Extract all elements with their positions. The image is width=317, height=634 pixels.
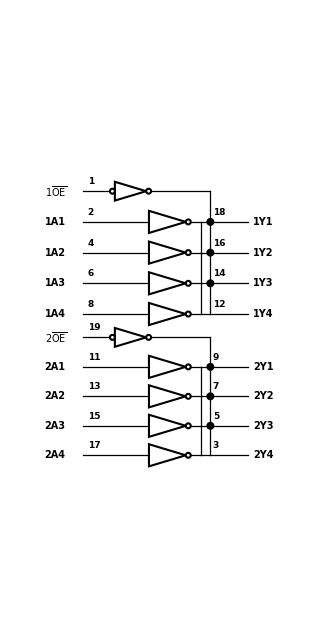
Text: 18: 18: [213, 208, 225, 217]
Text: 6: 6: [87, 269, 94, 278]
Text: 1: 1: [87, 178, 94, 186]
Text: 15: 15: [87, 412, 100, 421]
Circle shape: [110, 189, 115, 193]
Circle shape: [207, 364, 213, 370]
Text: 5: 5: [213, 412, 219, 421]
Circle shape: [207, 423, 213, 429]
Text: 4: 4: [87, 238, 94, 248]
Text: 2Y1: 2Y1: [253, 362, 274, 372]
Text: 2Y2: 2Y2: [253, 391, 274, 401]
Circle shape: [207, 393, 213, 399]
Text: 2Y3: 2Y3: [253, 421, 274, 431]
Text: 7: 7: [213, 382, 219, 391]
Text: 3: 3: [213, 441, 219, 450]
Text: 2A1: 2A1: [44, 362, 66, 372]
Circle shape: [186, 219, 191, 224]
Text: 1Y3: 1Y3: [253, 278, 274, 288]
Circle shape: [146, 189, 151, 193]
Text: $1\overline{\mathrm{OE}}$: $1\overline{\mathrm{OE}}$: [44, 184, 67, 198]
Text: 2A2: 2A2: [44, 391, 66, 401]
Text: 2Y4: 2Y4: [253, 450, 274, 460]
Circle shape: [207, 280, 213, 287]
Text: 1A3: 1A3: [44, 278, 66, 288]
Circle shape: [186, 365, 191, 370]
Text: 2A4: 2A4: [44, 450, 66, 460]
Text: 2: 2: [87, 208, 94, 217]
Text: 16: 16: [213, 238, 225, 248]
Circle shape: [186, 311, 191, 316]
Text: 8: 8: [87, 300, 94, 309]
Text: 1A1: 1A1: [44, 217, 66, 227]
Circle shape: [186, 250, 191, 255]
Text: 1Y4: 1Y4: [253, 309, 274, 319]
Text: 14: 14: [213, 269, 225, 278]
Text: 1Y1: 1Y1: [253, 217, 274, 227]
Circle shape: [146, 335, 151, 340]
Circle shape: [186, 453, 191, 458]
Text: 13: 13: [87, 382, 100, 391]
Text: 2A3: 2A3: [44, 421, 66, 431]
Circle shape: [186, 281, 191, 286]
Text: 1Y2: 1Y2: [253, 248, 274, 257]
Text: $2\overline{\mathrm{OE}}$: $2\overline{\mathrm{OE}}$: [44, 330, 67, 345]
Text: 1A2: 1A2: [44, 248, 66, 257]
Text: 12: 12: [213, 300, 225, 309]
Circle shape: [186, 424, 191, 429]
Text: 9: 9: [213, 353, 219, 362]
Text: 11: 11: [87, 353, 100, 362]
Text: 1A4: 1A4: [44, 309, 66, 319]
Circle shape: [186, 394, 191, 399]
Circle shape: [110, 335, 115, 340]
Text: 17: 17: [87, 441, 100, 450]
Text: 19: 19: [87, 323, 100, 332]
Circle shape: [207, 219, 213, 225]
Circle shape: [207, 250, 213, 256]
